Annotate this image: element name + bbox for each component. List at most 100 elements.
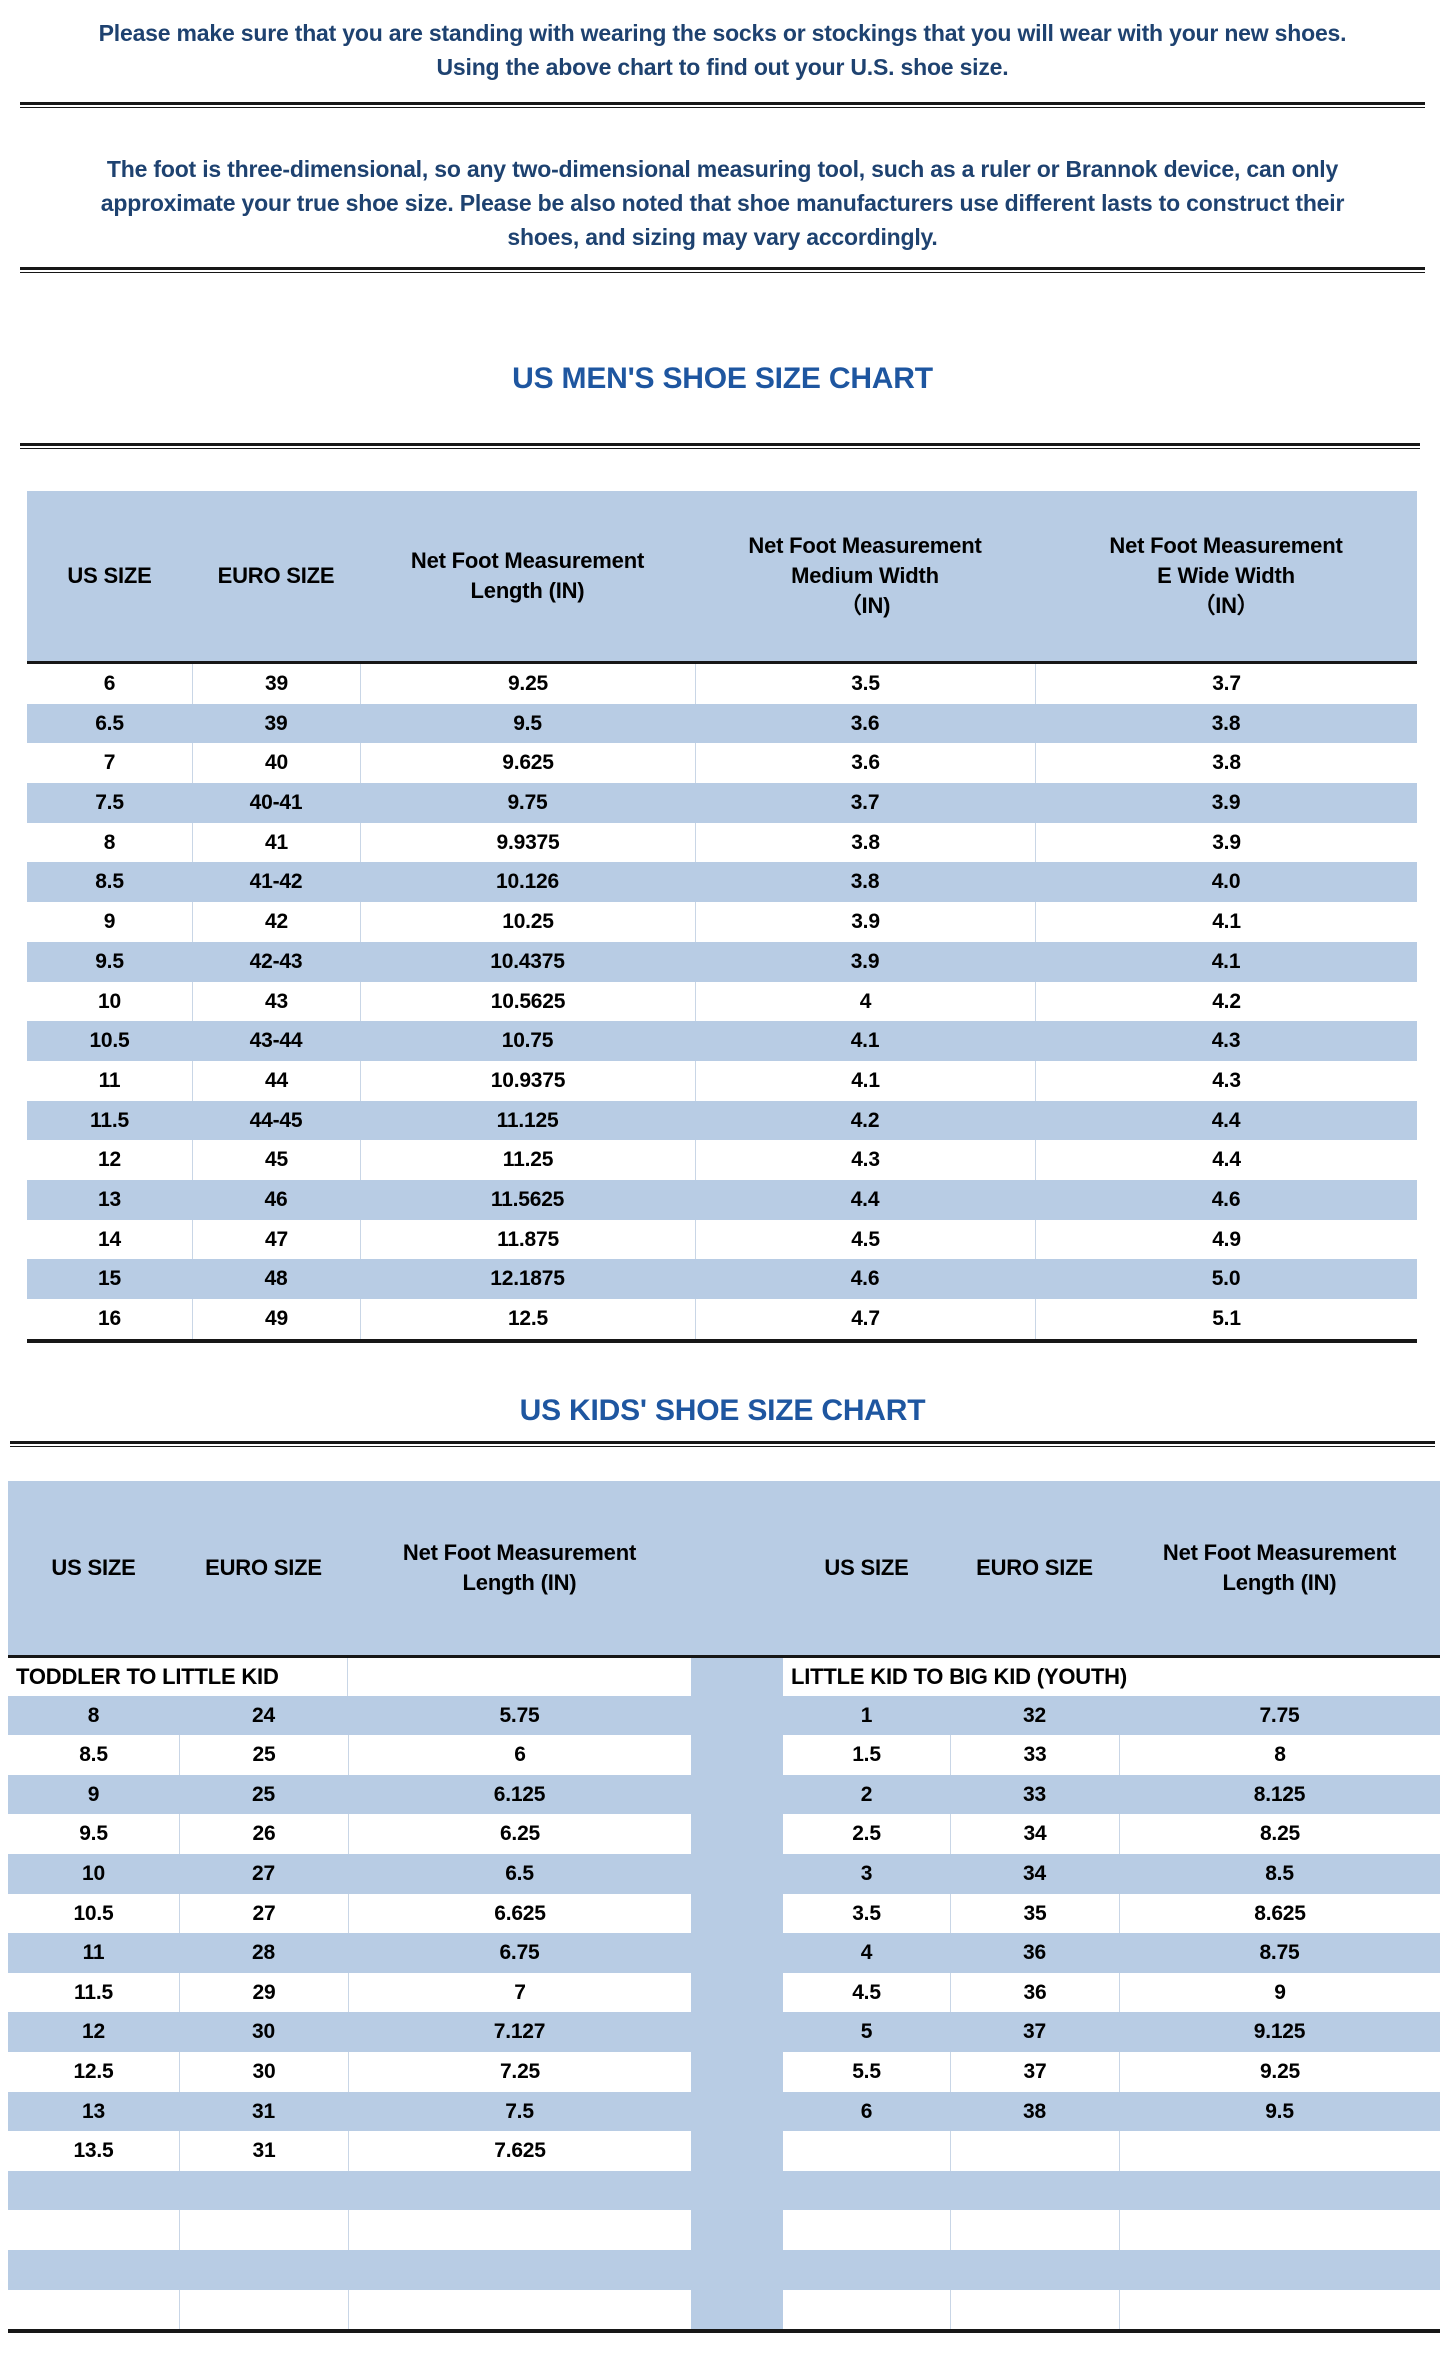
mens-cell: 4 bbox=[695, 981, 1035, 1022]
kids-cell: 34 bbox=[950, 1814, 1119, 1855]
mens-cell: 41 bbox=[192, 822, 360, 863]
mens-table-row: 9.5 42-43 10.4375 3.9 4.1 bbox=[27, 941, 1417, 982]
mens-cell: 3.8 bbox=[1035, 743, 1417, 784]
mens-cell: 44-45 bbox=[249, 1108, 303, 1132]
table-gap-band bbox=[691, 1657, 783, 1696]
kids-cell bbox=[783, 2290, 950, 2330]
kids-cell: 7.127 bbox=[493, 2020, 546, 2044]
mens-cell: 12.1875 bbox=[490, 1267, 565, 1291]
mens-cell: 10.9375 bbox=[360, 1060, 695, 1101]
kids-table-row bbox=[8, 2250, 1440, 2290]
mens-cell: 4.3 bbox=[695, 1140, 1035, 1180]
mens-cell: 39 bbox=[264, 711, 288, 735]
kids-cell bbox=[1119, 2171, 1440, 2211]
kids-cell: 27 bbox=[179, 1893, 348, 1934]
kids-cell: 11.5 bbox=[74, 1980, 113, 2004]
mens-cell: 7.5 bbox=[95, 791, 124, 815]
mens-cell: 4.1 bbox=[1035, 902, 1417, 942]
mens-column-header-euro-size: EURO SIZE bbox=[217, 563, 335, 588]
kids-cell bbox=[348, 2171, 691, 2211]
mens-cell: 9 bbox=[103, 910, 116, 934]
mens-table-row: 10 43 10.5625 4 4.2 bbox=[27, 981, 1417, 1022]
kids-cell bbox=[783, 2250, 950, 2290]
kids-cell: 6.25 bbox=[348, 1814, 691, 1855]
kids-cell: 33 bbox=[1023, 1782, 1046, 1806]
mens-cell: 4.6 bbox=[850, 1267, 880, 1291]
kids-cell: 38 bbox=[1023, 2099, 1046, 2123]
kids-cell: 31 bbox=[179, 2131, 348, 2171]
kids-table-row: 13 31 7.5 6 38 9.5 bbox=[8, 2091, 1440, 2132]
mens-cell: 10.126 bbox=[495, 870, 560, 894]
kids-table-row: 10.5 27 6.625 3.5 35 8.625 bbox=[8, 1893, 1440, 1934]
kids-left-column-header-length: Net Foot Measurement Length (IN) bbox=[402, 1539, 637, 1595]
intro-note-line: Using the above chart to find out your U… bbox=[436, 54, 1009, 80]
mens-table-row: 12 45 11.25 4.3 4.4 bbox=[27, 1140, 1417, 1180]
kids-cell bbox=[950, 2171, 1119, 2211]
mens-cell: 42 bbox=[192, 902, 360, 942]
mens-cell: 4.4 bbox=[1211, 1108, 1241, 1132]
mens-cell: 4.3 bbox=[1211, 1029, 1241, 1053]
mens-cell: 3.9 bbox=[695, 902, 1035, 942]
section-empty-cell bbox=[348, 1658, 691, 1696]
mens-cell: 9.9375 bbox=[360, 822, 695, 863]
kids-cell: 7.5 bbox=[505, 2099, 534, 2123]
kids-cell: 29 bbox=[179, 1972, 348, 2013]
mens-table-row: 7 40 9.625 3.6 3.8 bbox=[27, 743, 1417, 784]
kids-cell: 35 bbox=[950, 1893, 1119, 1934]
mens-cell: 48 bbox=[264, 1267, 288, 1291]
kids-cell bbox=[8, 2250, 179, 2290]
mens-table-row: 6.5 39 9.5 3.6 3.8 bbox=[27, 703, 1417, 744]
divider-rule bbox=[20, 267, 1425, 273]
mens-cell: 12.5 bbox=[360, 1299, 695, 1339]
kids-cell: 34 bbox=[1023, 1862, 1046, 1886]
kids-cell: 10 bbox=[82, 1862, 105, 1886]
kids-table-row: 10 27 6.5 3 34 8.5 bbox=[8, 1854, 1440, 1894]
kids-cell bbox=[179, 2171, 348, 2211]
kids-cell: 12 bbox=[82, 2020, 105, 2044]
kids-cell: 30 bbox=[252, 2020, 275, 2044]
mens-cell: 11.125 bbox=[496, 1108, 559, 1132]
mens-table-row: 15 48 12.1875 4.6 5.0 bbox=[27, 1259, 1417, 1299]
mens-cell: 39 bbox=[192, 664, 360, 704]
mens-cell: 4.1 bbox=[695, 1060, 1035, 1101]
mens-cell: 3.9 bbox=[850, 949, 880, 973]
kids-cell: 8 bbox=[87, 1703, 100, 1727]
mens-table-body: 6 39 9.25 3.5 3.7 6.5 39 9.5 3.6 3.8 7 40 9.625 3.6 3.… bbox=[27, 664, 1417, 1339]
mens-cell: 43 bbox=[192, 981, 360, 1022]
mens-cell: 49 bbox=[192, 1299, 360, 1339]
kids-cell: 8 bbox=[1119, 1735, 1440, 1775]
disclaimer-line: approximate your true shoe size. Please … bbox=[100, 190, 1345, 216]
kids-cell bbox=[1119, 2250, 1440, 2290]
mens-table-row: 8 41 9.9375 3.8 3.9 bbox=[27, 822, 1417, 863]
kids-cell bbox=[179, 2250, 348, 2290]
kids-cell: 11 bbox=[82, 1941, 105, 1965]
mens-cell: 4.0 bbox=[1211, 870, 1241, 894]
mens-cell: 8.5 bbox=[95, 870, 124, 894]
kids-cell: 6.125 bbox=[493, 1782, 546, 1806]
kids-cell bbox=[348, 2250, 691, 2290]
mens-table-row: 10.5 43-44 10.75 4.1 4.3 bbox=[27, 1021, 1417, 1061]
mens-cell: 10.75 bbox=[501, 1029, 554, 1053]
kids-cell: 6 bbox=[348, 1735, 691, 1775]
kids-cell bbox=[1119, 2131, 1440, 2171]
disclaimer-line: The foot is three-dimensional, so any tw… bbox=[106, 156, 1339, 182]
table-gap-band bbox=[691, 2289, 783, 2330]
divider-rule bbox=[20, 102, 1425, 108]
mens-cell: 3.9 bbox=[1211, 791, 1241, 815]
kids-table-row bbox=[8, 2289, 1440, 2330]
mens-table-row: 8.5 41-42 10.126 3.8 4.0 bbox=[27, 862, 1417, 903]
kids-table-row: 9.5 26 6.25 2.5 34 8.25 bbox=[8, 1814, 1440, 1855]
mens-cell: 3.8 bbox=[695, 822, 1035, 863]
mens-cell: 6.5 bbox=[95, 711, 124, 735]
kids-cell: 37 bbox=[1023, 2020, 1046, 2044]
mens-cell: 14 bbox=[98, 1227, 121, 1251]
kids-cell: 36 bbox=[950, 1972, 1119, 2013]
table-gap-band bbox=[691, 1696, 783, 1736]
mens-cell: 11.5 bbox=[90, 1108, 129, 1132]
mens-cell: 42-43 bbox=[249, 949, 303, 973]
kids-cell: 7 bbox=[348, 1972, 691, 2013]
mens-cell: 40-41 bbox=[249, 791, 303, 815]
mens-cell: 11 bbox=[98, 1068, 121, 1092]
intro-note: Please make sure that you are standing w… bbox=[0, 16, 1445, 84]
mens-table-row: 16 49 12.5 4.7 5.1 bbox=[27, 1299, 1417, 1339]
